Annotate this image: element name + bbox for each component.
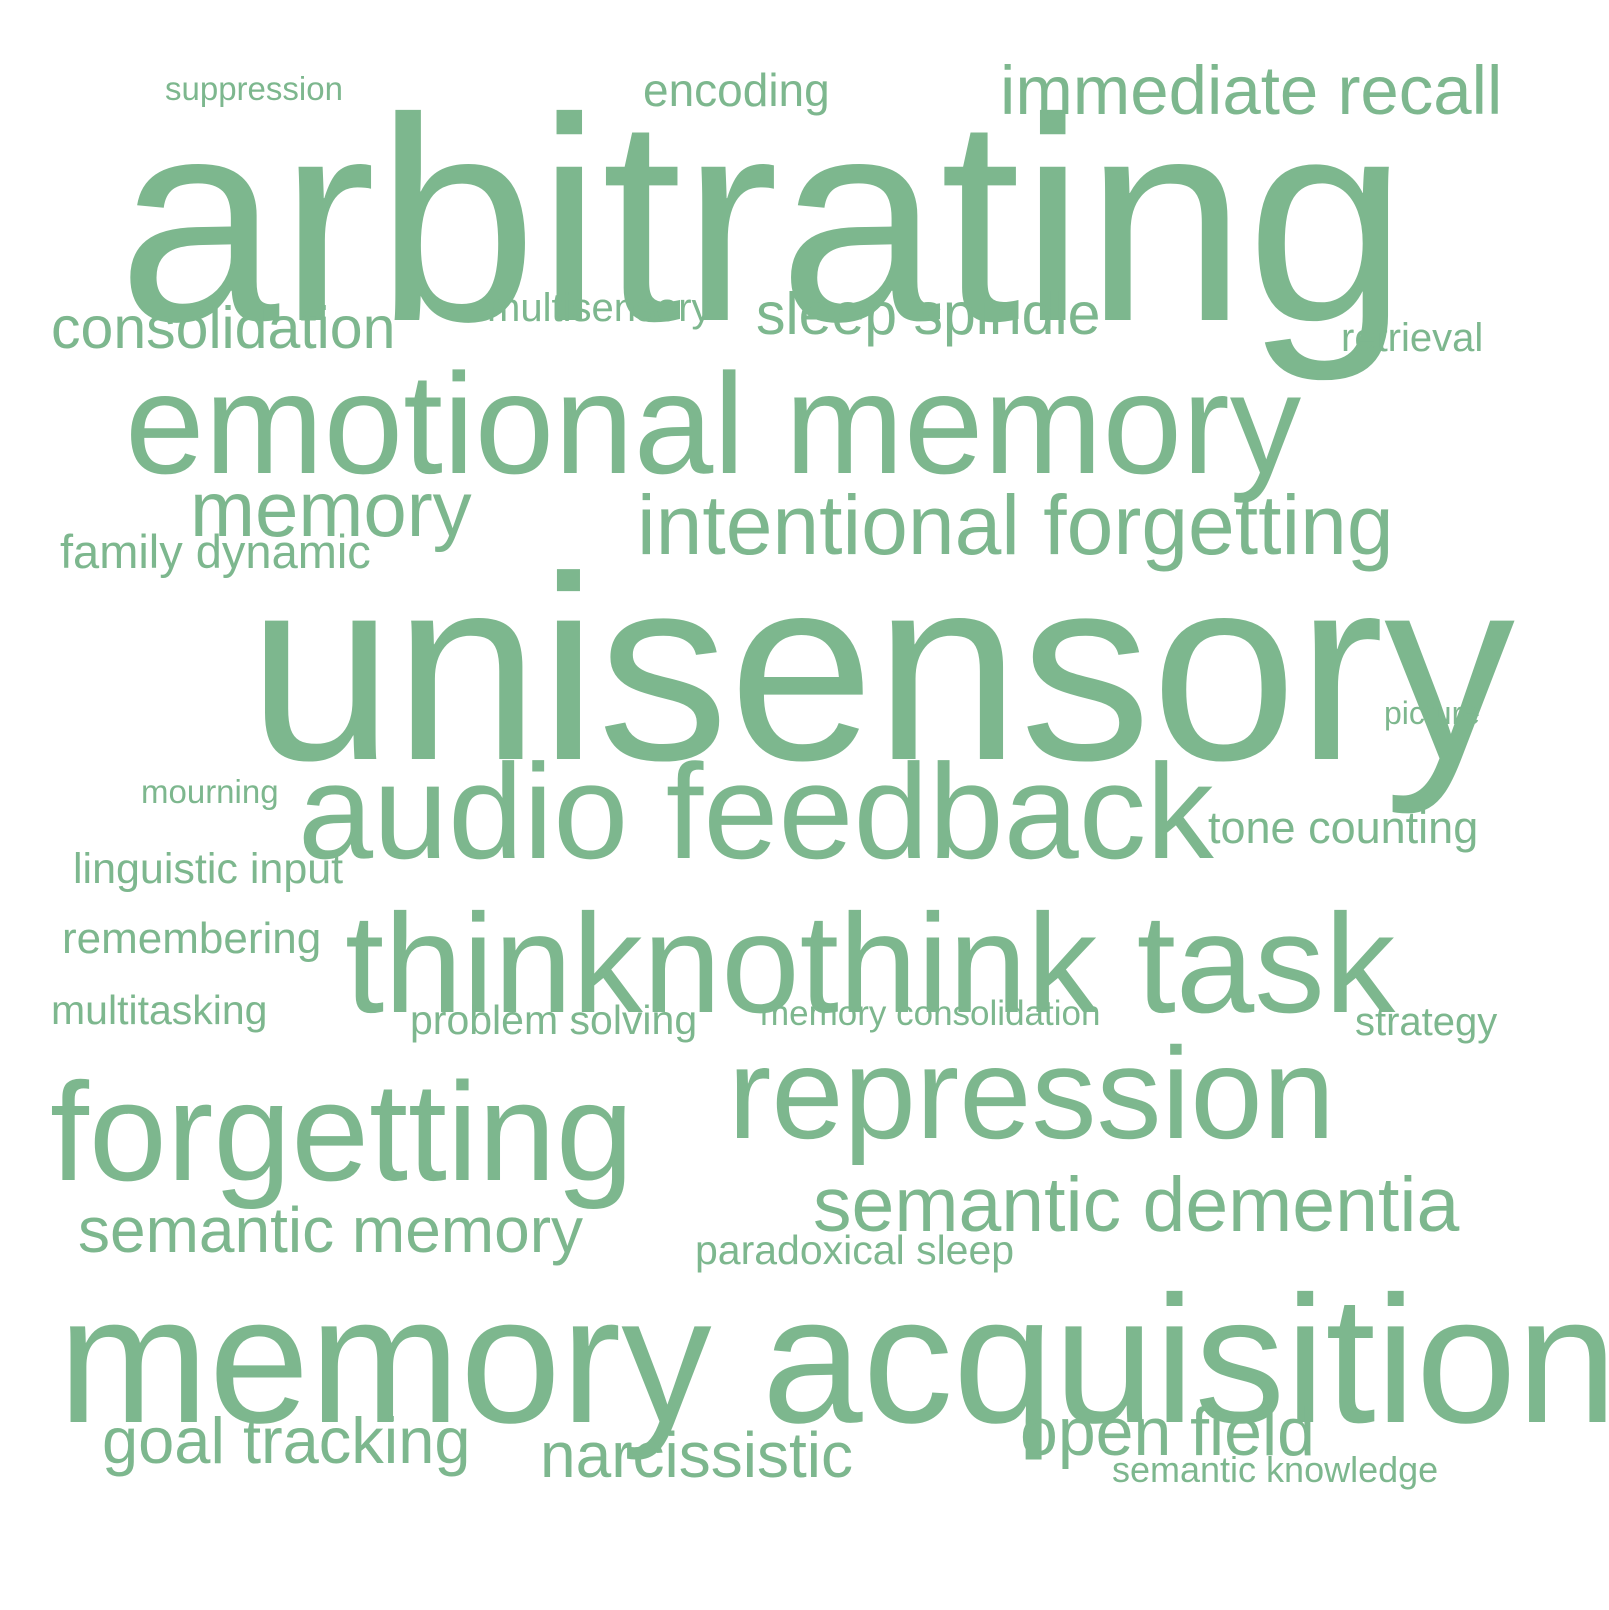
word-memory-consolidation: memory consolidation — [760, 994, 1101, 1033]
word-repression: repression — [728, 1020, 1335, 1166]
word-sleep-spindle: sleep spindle — [756, 281, 1101, 347]
word-remembering: remembering — [62, 914, 322, 963]
word-memory: memory — [190, 465, 472, 553]
word-narcissistic: narcissistic — [540, 1419, 853, 1491]
word-thinknothink-task: thinknothink task — [345, 884, 1396, 1042]
word-audio-feedback: audio feedback — [298, 736, 1214, 887]
word-intentional-forgetting: intentional forgetting — [637, 478, 1394, 572]
word-problem-solving: problem solving — [410, 997, 698, 1043]
word-linguistic-input: linguistic input — [73, 845, 344, 893]
word-memory-acquisition: memory acquisition — [58, 1259, 1609, 1461]
word-multitasking: multitasking — [51, 987, 268, 1033]
word-tone-counting: tone counting — [1208, 802, 1479, 853]
word-picture: picture — [1384, 695, 1481, 731]
word-multisensory: multisensory — [487, 286, 712, 330]
word-emotional-memory: emotional memory — [125, 345, 1302, 504]
word-immediate-recall: immediate recall — [1000, 52, 1503, 129]
word-goal-tracking: goal tracking — [102, 1404, 471, 1477]
word-unisensory: unisensory — [248, 522, 1516, 815]
word-arbitrating: arbitrating — [118, 58, 1408, 382]
word-semantic-knowledge: semantic knowledge — [1112, 1449, 1439, 1490]
word-strategy: strategy — [1355, 1000, 1498, 1044]
word-semantic-dementia: semantic dementia — [813, 1162, 1460, 1248]
word-semantic-memory: semantic memory — [78, 1194, 583, 1266]
word-encoding: encoding — [643, 64, 830, 116]
word-open-field: open field — [1020, 1394, 1315, 1470]
word-suppression: suppression — [165, 70, 343, 107]
word-mourning: mourning — [141, 773, 279, 810]
word-consolidation: consolidation — [51, 295, 396, 361]
word-forgetting: forgetting — [50, 1053, 634, 1210]
word-paradoxical-sleep: paradoxical sleep — [695, 1227, 1015, 1273]
word-family-dynamic: family dynamic — [60, 525, 371, 578]
word-retrieval: retrieval — [1341, 316, 1484, 360]
